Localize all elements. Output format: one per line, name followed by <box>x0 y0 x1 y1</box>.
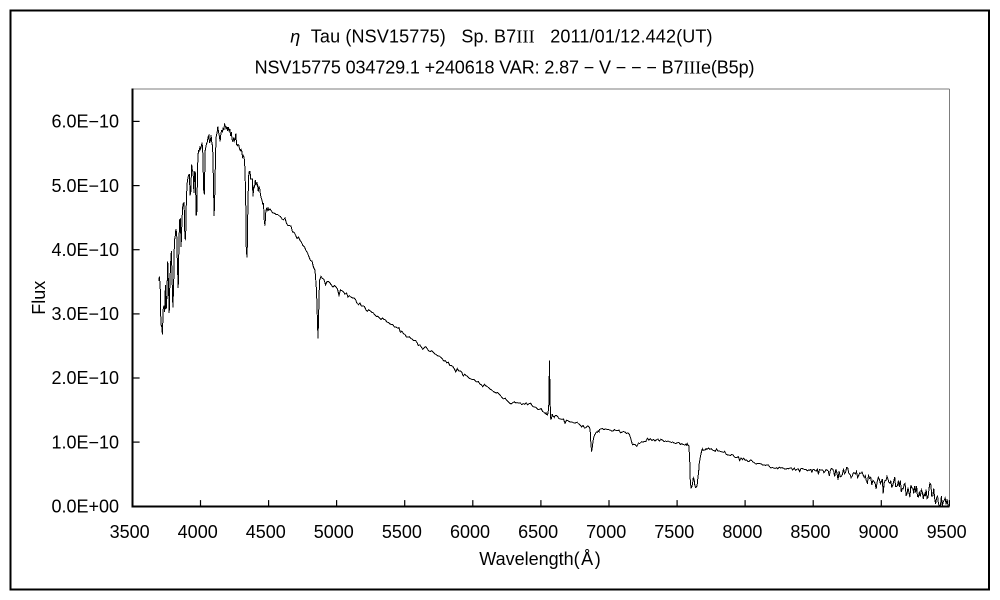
svg-text:4500: 4500 <box>246 522 286 542</box>
svg-text:7000: 7000 <box>586 522 626 542</box>
svg-text:2.0E−10: 2.0E−10 <box>51 368 119 388</box>
svg-text:4.0E−10: 4.0E−10 <box>51 240 119 260</box>
svg-text:5.0E−10: 5.0E−10 <box>51 176 119 196</box>
svg-text:Flux: Flux <box>29 281 49 315</box>
svg-text:7500: 7500 <box>654 522 694 542</box>
svg-text:6000: 6000 <box>450 522 490 542</box>
svg-text:1.0E−10: 1.0E−10 <box>51 432 119 452</box>
svg-text:6500: 6500 <box>518 522 558 542</box>
svg-text:5500: 5500 <box>382 522 422 542</box>
svg-text:8000: 8000 <box>722 522 762 542</box>
svg-text:4000: 4000 <box>178 522 218 542</box>
svg-text:6.0E−10: 6.0E−10 <box>51 112 119 132</box>
svg-text:3500: 3500 <box>110 522 150 542</box>
svg-text:9500: 9500 <box>927 522 967 542</box>
svg-text:3.0E−10: 3.0E−10 <box>51 304 119 324</box>
svg-text:8500: 8500 <box>790 522 830 542</box>
svg-text:0.0E+00: 0.0E+00 <box>51 497 119 517</box>
svg-text:η Tau (NSV15775) Sp. B7III: η Tau (NSV15775) Sp. B7III 2011/01/12.44… <box>290 26 712 46</box>
svg-text:5000: 5000 <box>314 522 354 542</box>
svg-text:NSV15775 034729.1 +240618 VAR:: NSV15775 034729.1 +240618 VAR: 2.87 − V … <box>255 57 755 77</box>
svg-text:Wavelength( Å ): Wavelength( Å ) <box>479 549 600 569</box>
svg-text:9000: 9000 <box>858 522 898 542</box>
